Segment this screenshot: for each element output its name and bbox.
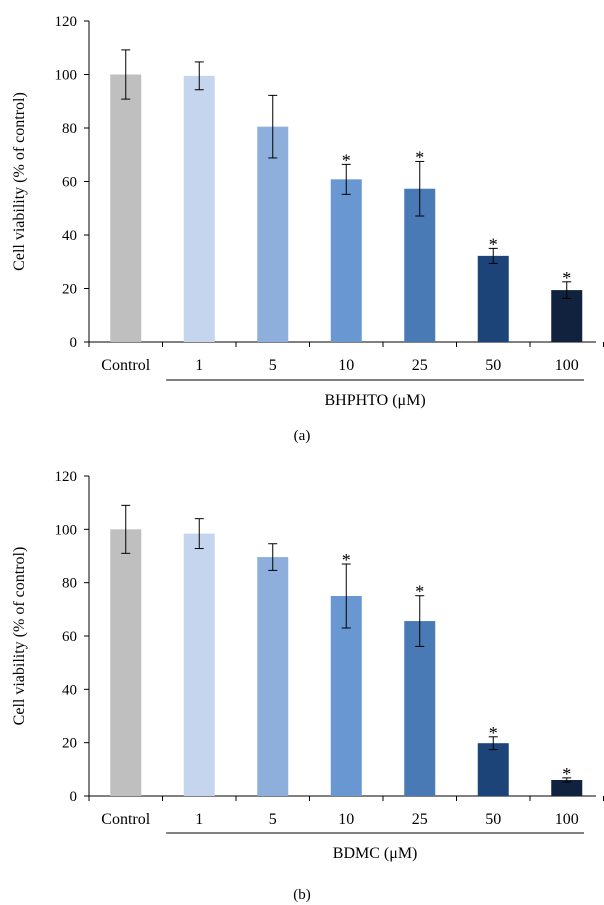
category-label: 100 [555, 811, 579, 828]
significance-marker: * [562, 764, 571, 784]
bar-5 [257, 126, 289, 342]
bar-10 [330, 596, 362, 796]
x-axis-title: BHPHTO (μM) [324, 392, 425, 409]
category-label: 25 [412, 357, 428, 374]
chart-panel-b: 0 20 40 60 80 100 120 Control 1 5 * 10 * 25 * 50 * 100 BDM… [11, 469, 604, 903]
bar-Control [110, 74, 142, 342]
bar-Control [110, 529, 142, 796]
category-label: 50 [485, 357, 501, 374]
y-tick-label: 40 [62, 682, 77, 698]
y-tick-label: 120 [55, 469, 78, 485]
panel-label: (a) [294, 428, 311, 444]
bar-25 [404, 621, 436, 796]
y-tick-label: 120 [55, 14, 78, 30]
bar-10 [330, 179, 362, 342]
chart-panel-a: 0 20 40 60 80 100 120 Control 1 5 * 10 * 25 * 50 * 100 BHP… [11, 14, 604, 444]
category-label: 10 [338, 357, 354, 374]
bar-50 [477, 743, 509, 796]
significance-marker: * [489, 234, 498, 254]
category-label: 1 [195, 357, 203, 374]
category-label: 50 [485, 811, 501, 828]
y-tick-label: 100 [55, 522, 78, 538]
bar-100 [551, 780, 583, 796]
category-label: Control [101, 357, 150, 374]
y-tick-label: 20 [62, 282, 77, 298]
category-label: 100 [555, 357, 579, 374]
bar-1 [183, 75, 215, 343]
y-tick-label: 20 [62, 736, 77, 752]
y-axis-title: Cell viability (% of control) [11, 92, 28, 271]
y-tick-label: 40 [62, 228, 77, 244]
category-label: 1 [195, 811, 203, 828]
significance-marker: * [342, 150, 351, 170]
significance-marker: * [415, 582, 424, 602]
bar-5 [257, 557, 289, 796]
y-tick-label: 100 [55, 68, 78, 84]
category-label: 5 [269, 811, 277, 828]
category-label: 25 [412, 811, 428, 828]
y-tick-label: 0 [70, 789, 78, 805]
significance-marker: * [342, 550, 351, 570]
y-axis-title: Cell viability (% of control) [11, 547, 28, 726]
y-tick-label: 60 [62, 175, 77, 191]
significance-marker: * [489, 723, 498, 743]
category-label: 10 [338, 811, 354, 828]
category-label: Control [101, 811, 150, 828]
significance-marker: * [562, 268, 571, 288]
y-tick-label: 60 [62, 629, 77, 645]
significance-marker: * [415, 147, 424, 167]
y-tick-label: 80 [62, 576, 77, 592]
y-tick-label: 80 [62, 121, 77, 137]
x-axis-title: BDMC (μM) [333, 845, 418, 862]
y-tick-label: 0 [70, 335, 78, 351]
panel-label: (b) [293, 887, 311, 903]
bar-1 [183, 533, 215, 796]
category-label: 5 [269, 357, 277, 374]
bar-50 [477, 255, 509, 342]
